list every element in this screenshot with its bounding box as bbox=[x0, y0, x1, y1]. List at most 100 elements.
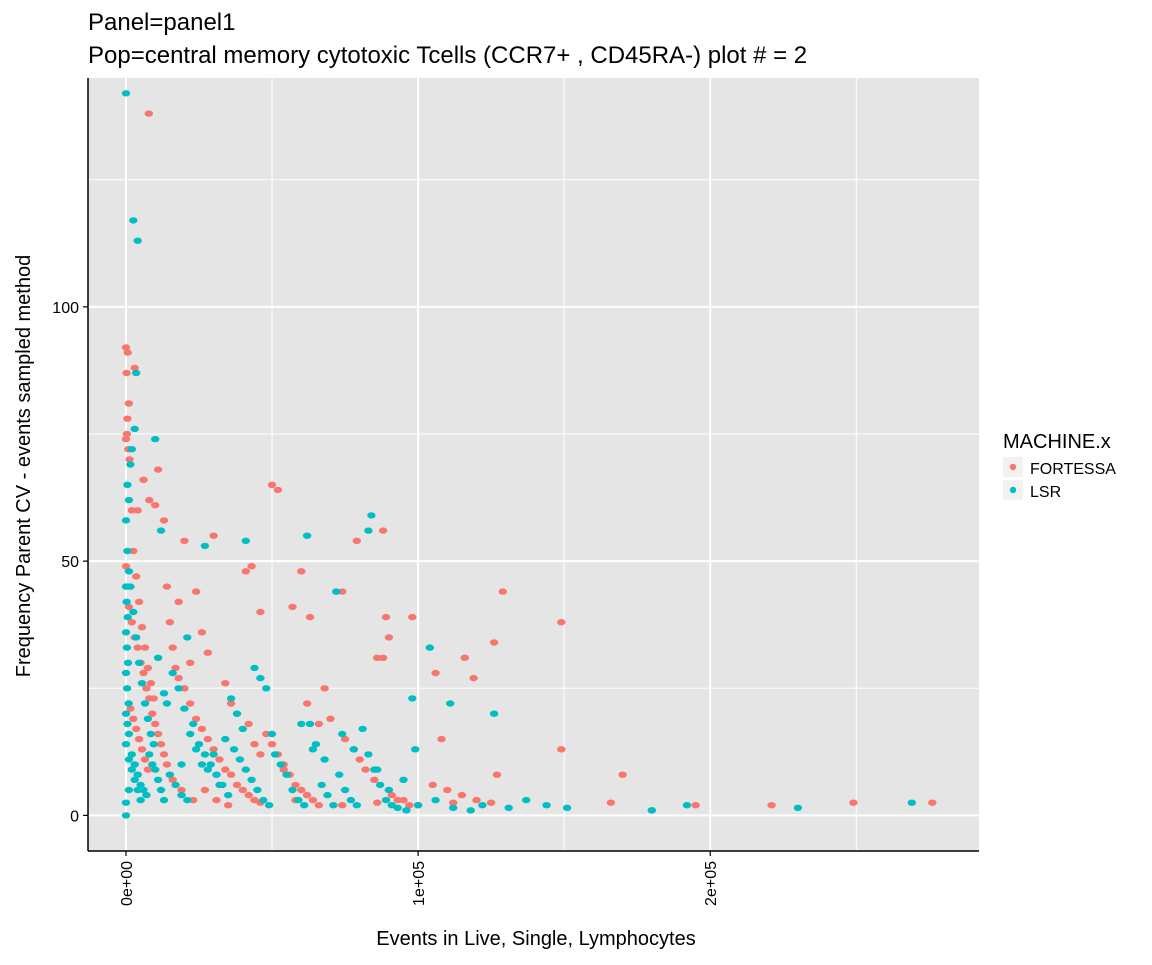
point-fortessa bbox=[143, 664, 153, 672]
point-fortessa bbox=[250, 741, 259, 748]
plot-panel bbox=[88, 78, 979, 851]
point-lsr bbox=[226, 695, 236, 702]
point-fortessa bbox=[340, 735, 350, 743]
point-lsr bbox=[140, 700, 150, 707]
point-lsr bbox=[209, 751, 218, 758]
point-lsr bbox=[282, 771, 291, 778]
point-fortessa bbox=[244, 720, 253, 728]
point-lsr bbox=[562, 804, 572, 811]
point-fortessa bbox=[849, 799, 858, 806]
point-fortessa bbox=[153, 730, 163, 738]
point-fortessa bbox=[224, 802, 233, 809]
point-lsr bbox=[143, 715, 153, 722]
point-lsr bbox=[399, 776, 408, 783]
point-fortessa bbox=[129, 715, 138, 722]
point-fortessa bbox=[256, 751, 265, 758]
point-lsr bbox=[124, 786, 134, 794]
point-lsr bbox=[352, 802, 361, 809]
point-fortessa bbox=[126, 705, 135, 712]
point-lsr bbox=[647, 807, 656, 814]
x-axis-label: Events in Live, Single, Lymphocytes bbox=[376, 928, 695, 950]
point-fortessa bbox=[378, 527, 388, 534]
point-fortessa bbox=[129, 547, 138, 555]
point-lsr bbox=[294, 796, 303, 804]
point-lsr bbox=[156, 527, 166, 534]
point-fortessa bbox=[142, 685, 151, 692]
legend-dot-lsr bbox=[1009, 486, 1017, 494]
legend-dot-fortessa bbox=[1009, 463, 1017, 471]
point-fortessa bbox=[288, 603, 297, 611]
data-points bbox=[121, 90, 937, 819]
point-lsr bbox=[177, 791, 186, 799]
point-fortessa bbox=[618, 771, 627, 778]
point-lsr bbox=[323, 791, 332, 799]
point-lsr bbox=[156, 786, 166, 794]
point-lsr bbox=[142, 791, 151, 799]
point-lsr bbox=[124, 756, 134, 763]
point-fortessa bbox=[180, 537, 189, 544]
point-lsr bbox=[262, 685, 271, 692]
point-lsr bbox=[373, 766, 382, 773]
point-lsr bbox=[221, 735, 230, 743]
point-lsr bbox=[241, 537, 250, 544]
point-fortessa bbox=[221, 680, 230, 687]
point-fortessa bbox=[203, 649, 212, 656]
point-fortessa bbox=[469, 674, 478, 682]
point-lsr bbox=[136, 796, 145, 804]
point-fortessa bbox=[557, 746, 566, 753]
point-lsr bbox=[425, 644, 434, 651]
point-fortessa bbox=[121, 563, 131, 570]
point-lsr bbox=[346, 796, 356, 804]
point-fortessa bbox=[189, 796, 198, 804]
point-lsr bbox=[121, 517, 131, 524]
point-lsr bbox=[127, 751, 136, 758]
point-lsr bbox=[247, 776, 256, 783]
point-fortessa bbox=[238, 786, 247, 794]
point-fortessa bbox=[212, 796, 221, 804]
point-lsr bbox=[121, 710, 131, 717]
point-lsr bbox=[542, 802, 551, 809]
point-fortessa bbox=[146, 680, 155, 687]
point-lsr bbox=[129, 608, 138, 616]
point-fortessa bbox=[134, 598, 144, 605]
point-fortessa bbox=[221, 766, 230, 773]
point-fortessa bbox=[122, 369, 131, 377]
point-lsr bbox=[375, 781, 385, 789]
point-fortessa bbox=[431, 669, 440, 677]
point-lsr bbox=[123, 720, 132, 728]
point-lsr bbox=[122, 598, 131, 605]
point-lsr bbox=[332, 588, 341, 595]
point-lsr bbox=[133, 237, 142, 244]
legend: MACHINE.x FORTESSA LSR bbox=[1003, 431, 1116, 501]
point-lsr bbox=[288, 786, 297, 794]
point-fortessa bbox=[123, 349, 132, 356]
point-lsr bbox=[340, 786, 350, 794]
point-fortessa bbox=[127, 619, 136, 626]
point-lsr bbox=[127, 446, 136, 453]
point-lsr bbox=[130, 761, 139, 768]
point-fortessa bbox=[153, 466, 163, 473]
point-lsr bbox=[305, 720, 315, 728]
point-lsr bbox=[159, 690, 169, 697]
point-lsr bbox=[270, 751, 280, 758]
y-axis-label: Frequency Parent CV - events sampled met… bbox=[13, 255, 35, 677]
point-fortessa bbox=[139, 476, 148, 483]
point-lsr bbox=[264, 802, 274, 809]
point-lsr bbox=[446, 700, 455, 707]
point-lsr bbox=[123, 613, 132, 621]
point-fortessa bbox=[691, 802, 700, 809]
point-lsr bbox=[364, 751, 373, 758]
chart-title: Panel=panel1 bbox=[88, 9, 235, 36]
point-fortessa bbox=[168, 776, 177, 783]
point-fortessa bbox=[370, 776, 379, 783]
point-fortessa bbox=[399, 796, 408, 804]
point-fortessa bbox=[165, 619, 174, 626]
point-fortessa bbox=[262, 730, 271, 738]
point-fortessa bbox=[486, 799, 496, 806]
point-fortessa bbox=[393, 796, 402, 804]
point-lsr bbox=[121, 90, 131, 97]
point-lsr bbox=[146, 730, 155, 738]
point-lsr bbox=[682, 802, 692, 809]
y-tick-label: 100 bbox=[52, 300, 79, 317]
point-lsr bbox=[145, 751, 154, 758]
